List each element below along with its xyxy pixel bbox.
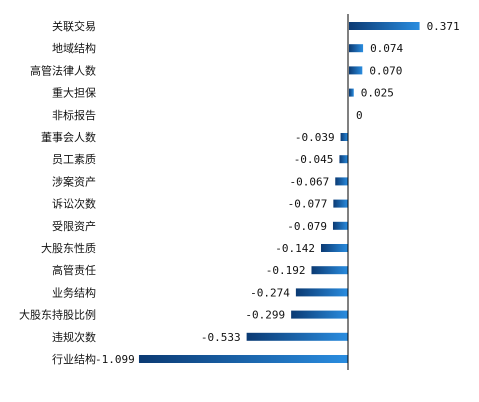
- bars-group: [138, 22, 420, 363]
- category-label: 地域结构: [52, 41, 96, 55]
- category-label: 高管法律人数: [30, 63, 96, 77]
- bar: [349, 44, 364, 53]
- value-label: -0.192: [266, 264, 306, 277]
- value-label: -0.045: [294, 153, 334, 166]
- category-label: 违规次数: [52, 330, 96, 344]
- value-label: -1.099: [95, 353, 135, 366]
- value-label: -0.067: [290, 175, 330, 188]
- category-label: 高管责任: [52, 263, 96, 277]
- category-label: 重大担保: [52, 86, 96, 100]
- value-label: -0.142: [275, 242, 315, 255]
- value-label: 0.025: [361, 87, 394, 100]
- category-label: 诉讼次数: [52, 197, 96, 211]
- value-label: -0.079: [287, 220, 327, 233]
- category-label: 业务结构: [52, 285, 96, 299]
- category-label: 大股东持股比例: [19, 308, 96, 322]
- bar: [311, 266, 348, 275]
- bar: [333, 199, 348, 208]
- value-label: 0.074: [370, 42, 403, 55]
- bar: [291, 310, 348, 319]
- bar: [246, 332, 348, 341]
- bar: [349, 88, 354, 97]
- value-label: 0.371: [427, 20, 460, 33]
- bar: [332, 221, 348, 230]
- value-labels: 0.371 0.074 0.070 0.025 0 -0.039 -0.045 -0.067 -…: [95, 20, 460, 366]
- value-label: -0.039: [295, 131, 335, 144]
- bar: [340, 133, 348, 141]
- category-label: 受限资产: [52, 219, 96, 233]
- value-label: -0.077: [288, 198, 328, 211]
- bar: [339, 155, 348, 164]
- category-labels: 关联交易地域结构高管法律人数重大担保非标报告董事会人数员工素质涉案资产诉讼次数受…: [19, 19, 96, 366]
- category-label: 关联交易: [52, 19, 96, 33]
- bar: [295, 288, 348, 297]
- bar: [349, 66, 363, 75]
- bar: [138, 355, 348, 363]
- category-label: 员工素质: [52, 153, 96, 166]
- value-label: 0.070: [369, 64, 402, 77]
- category-label: 大股东性质: [41, 241, 96, 255]
- category-label: 董事会人数: [41, 131, 96, 144]
- value-label: -0.274: [250, 286, 290, 299]
- bar: [335, 177, 348, 186]
- bar: [320, 244, 348, 252]
- bar: [349, 22, 420, 30]
- category-label: 涉案资产: [52, 174, 96, 188]
- value-label: -0.299: [245, 309, 285, 322]
- value-label: -0.533: [201, 331, 241, 344]
- category-label: 非标报告: [52, 108, 96, 122]
- category-label: 行业结构: [52, 352, 96, 366]
- value-label: 0: [356, 109, 363, 122]
